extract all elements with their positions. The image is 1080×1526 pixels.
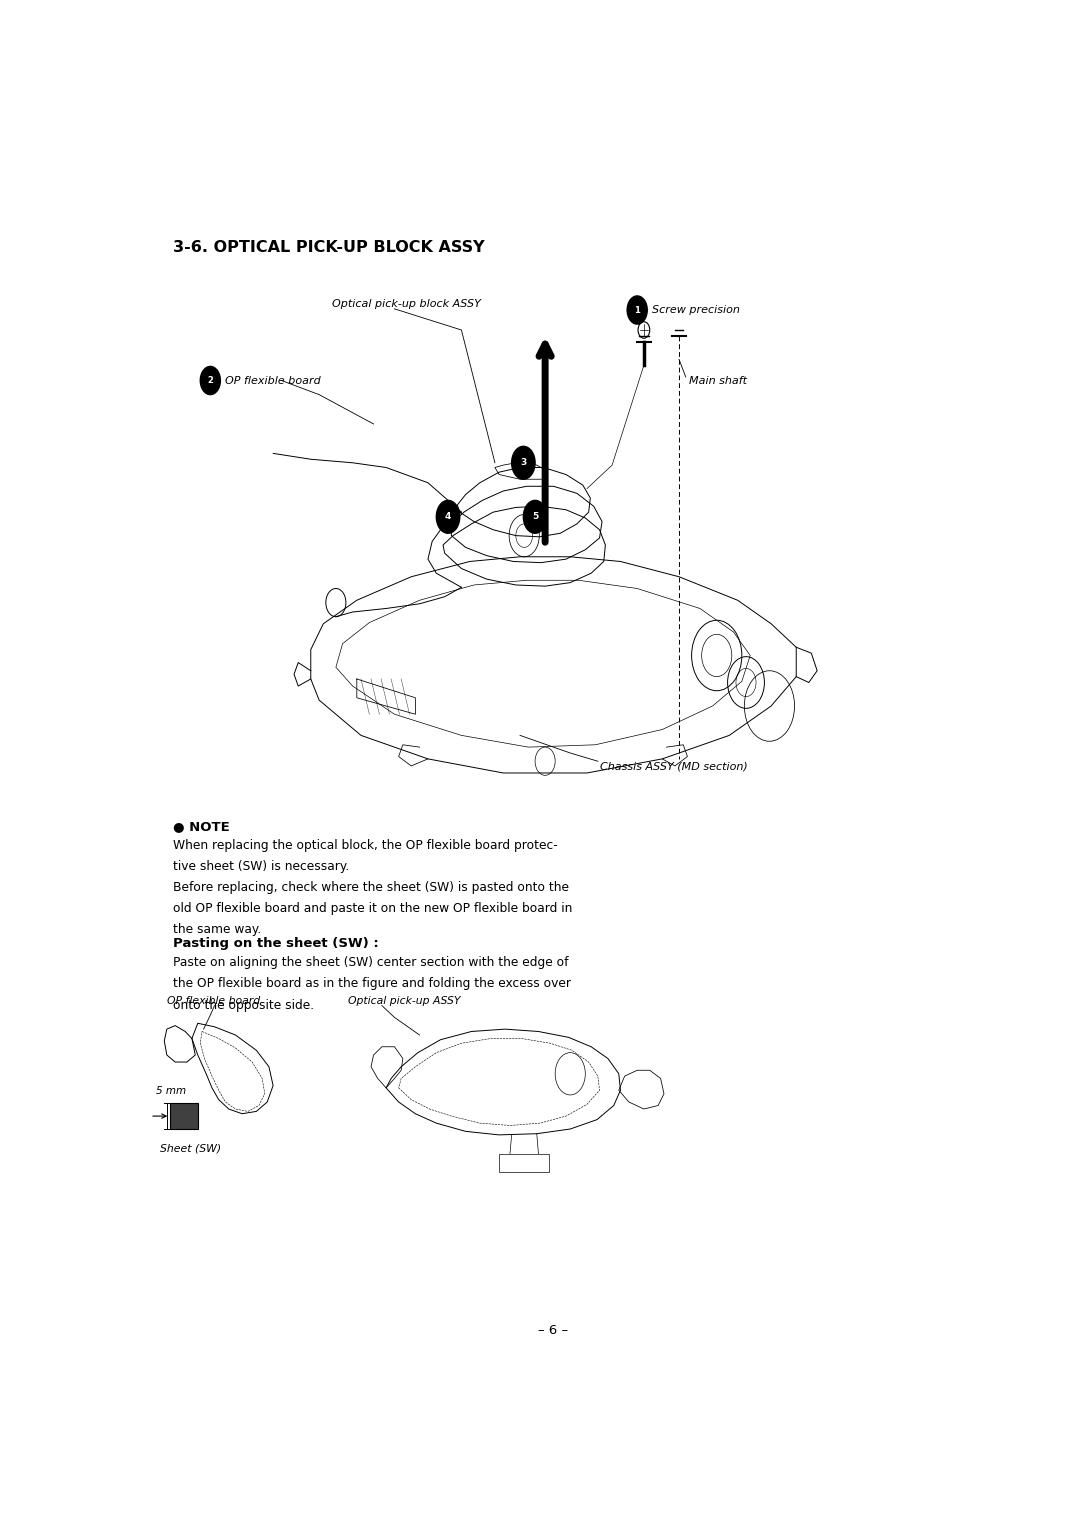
Text: Pasting on the sheet (SW) :: Pasting on the sheet (SW) :: [173, 937, 378, 951]
Text: the same way.: the same way.: [173, 923, 261, 937]
Circle shape: [524, 501, 546, 533]
Text: Paste on aligning the sheet (SW) center section with the edge of: Paste on aligning the sheet (SW) center …: [173, 957, 568, 969]
Bar: [171, 1103, 198, 1129]
Circle shape: [436, 501, 460, 533]
Circle shape: [200, 366, 220, 395]
Text: ● NOTE: ● NOTE: [173, 819, 229, 833]
Text: tive sheet (SW) is necessary.: tive sheet (SW) is necessary.: [173, 861, 349, 873]
Circle shape: [627, 296, 647, 324]
Text: 2: 2: [207, 375, 213, 385]
Text: Main shaft: Main shaft: [689, 375, 747, 386]
Text: Screw precision: Screw precision: [652, 305, 740, 314]
Circle shape: [512, 446, 535, 479]
Text: Before replacing, check where the sheet (SW) is pasted onto the: Before replacing, check where the sheet …: [173, 881, 569, 894]
Text: OP flexible board: OP flexible board: [166, 995, 260, 1006]
Text: 3: 3: [521, 458, 526, 467]
Text: Optical pick-up ASSY: Optical pick-up ASSY: [349, 995, 461, 1006]
Text: When replacing the optical block, the OP flexible board protec-: When replacing the optical block, the OP…: [173, 839, 557, 852]
Text: Optical pick-up block ASSY: Optical pick-up block ASSY: [332, 299, 481, 308]
Text: 5: 5: [532, 513, 538, 522]
Text: 5 mm: 5 mm: [156, 1087, 186, 1096]
Text: 1: 1: [634, 305, 640, 314]
Text: Sheet (SW): Sheet (SW): [160, 1143, 221, 1154]
Text: onto the opposite side.: onto the opposite side.: [173, 998, 314, 1012]
Bar: [499, 1154, 550, 1172]
Text: Chassis ASSY (MD section): Chassis ASSY (MD section): [599, 761, 747, 771]
Text: old OP flexible board and paste it on the new OP flexible board in: old OP flexible board and paste it on th…: [173, 902, 572, 916]
Text: – 6 –: – 6 –: [539, 1325, 568, 1337]
Text: the OP flexible board as in the figure and folding the excess over: the OP flexible board as in the figure a…: [173, 978, 570, 990]
Text: 4: 4: [445, 513, 451, 522]
Text: 3-6. OPTICAL PICK-UP BLOCK ASSY: 3-6. OPTICAL PICK-UP BLOCK ASSY: [173, 240, 484, 255]
Text: OP flexible board: OP flexible board: [226, 375, 321, 386]
